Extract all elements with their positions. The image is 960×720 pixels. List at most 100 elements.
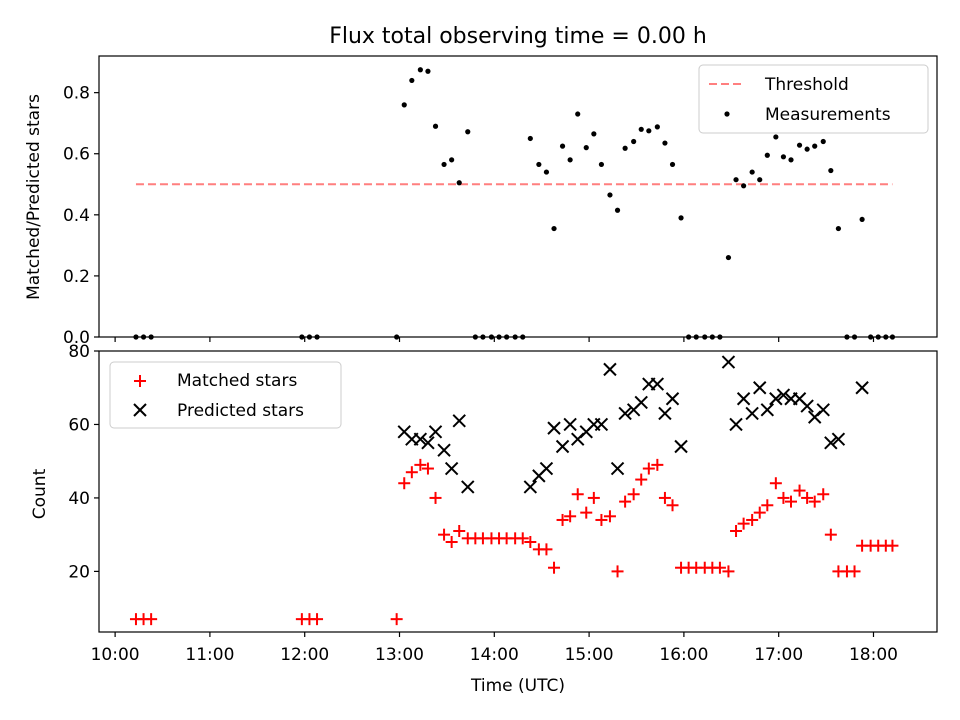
matched-star-point bbox=[793, 484, 806, 497]
matched-star-point bbox=[769, 477, 782, 490]
measurement-point bbox=[638, 126, 644, 132]
matched-star-point bbox=[438, 528, 451, 541]
matched-star-point bbox=[627, 488, 640, 501]
measurement-point bbox=[631, 138, 637, 145]
count-x-tick-label: 16:00 bbox=[659, 645, 708, 665]
measurements-legend-label: Measurements bbox=[765, 105, 891, 125]
matched-star-point bbox=[753, 506, 766, 519]
predicted-star-point bbox=[674, 439, 688, 454]
predicted-star-point bbox=[816, 403, 830, 417]
measurement-point bbox=[764, 152, 770, 158]
matched-star-point bbox=[603, 510, 616, 523]
count-x-tick-label: 10:00 bbox=[91, 645, 140, 665]
matched-star-point bbox=[777, 491, 790, 504]
matched-star-point bbox=[737, 517, 750, 530]
predicted-star-point bbox=[658, 406, 672, 421]
matched-star-point bbox=[635, 473, 648, 486]
figure-title: Flux total observing time = 0.00 h bbox=[329, 24, 707, 49]
measurement-point bbox=[788, 157, 794, 163]
matched-star-point bbox=[808, 495, 821, 508]
matched-star-point bbox=[713, 561, 726, 574]
ratio-y-tick-label: 0.6 bbox=[63, 145, 90, 165]
predicted-star-point bbox=[729, 417, 743, 432]
ratio-panel: 0.00.20.40.60.8 Matched/Predicted stars … bbox=[24, 55, 938, 348]
count-y-tick-label: 20 bbox=[68, 562, 90, 582]
measurement-point bbox=[835, 225, 842, 232]
predicted-star-point bbox=[461, 480, 475, 494]
measurement-point bbox=[456, 180, 462, 186]
measurement-point bbox=[804, 146, 810, 152]
measurement-point bbox=[575, 111, 581, 117]
matched-star-point bbox=[311, 613, 324, 626]
count-legend-box bbox=[109, 361, 342, 429]
ratio-legend: Threshold Measurements bbox=[698, 64, 929, 134]
measurement-point bbox=[559, 143, 566, 149]
measurement-point bbox=[796, 142, 803, 148]
predicted-star-point bbox=[776, 388, 791, 402]
matched-star-point bbox=[642, 462, 655, 475]
measurement-point bbox=[551, 225, 557, 232]
measurement-point bbox=[741, 183, 747, 189]
measurement-point bbox=[401, 102, 407, 108]
measurement-point bbox=[441, 161, 447, 168]
count-legend: Matched stars Predicted stars bbox=[109, 361, 342, 429]
predicted-star-point bbox=[610, 461, 625, 476]
count-x-tick-label: 17:00 bbox=[754, 645, 803, 665]
predicted-star-point bbox=[563, 417, 577, 432]
ratio-y-tick-label: 0.8 bbox=[63, 84, 90, 104]
predicted-star-point bbox=[555, 439, 570, 454]
matched-star-point bbox=[730, 524, 743, 537]
measurement-point bbox=[773, 134, 779, 140]
matched-star-point bbox=[619, 495, 632, 508]
measurement-point bbox=[591, 131, 597, 137]
predicted-legend-label: Predicted stars bbox=[177, 401, 304, 421]
predicted-star-point bbox=[437, 443, 451, 457]
matched-star-point bbox=[817, 488, 830, 501]
predicted-star-point bbox=[736, 392, 751, 406]
count-y-tick-label: 40 bbox=[68, 489, 90, 509]
count-x-tick-label: 12:00 bbox=[280, 645, 329, 665]
measurement-point bbox=[646, 128, 652, 134]
predicted-star-point bbox=[421, 436, 435, 450]
measurement-point bbox=[449, 157, 455, 163]
threshold-legend-label: Threshold bbox=[764, 75, 849, 95]
ratio-legend-box bbox=[698, 64, 929, 134]
predicted-star-point bbox=[650, 377, 665, 391]
matched-star-point bbox=[886, 539, 899, 552]
matched-star-point bbox=[453, 524, 466, 537]
count-x-tick-label: 14:00 bbox=[470, 645, 519, 665]
count-x-tick-label: 11:00 bbox=[185, 645, 234, 665]
matched-star-point bbox=[421, 462, 434, 475]
matched-star-point bbox=[658, 491, 671, 504]
matched-stars-layer bbox=[129, 458, 899, 626]
matched-star-point bbox=[571, 488, 584, 501]
measurement-point bbox=[465, 129, 471, 135]
measurement-point bbox=[733, 177, 739, 183]
predicted-star-point bbox=[745, 406, 759, 421]
ratio-x-ticks bbox=[114, 337, 875, 342]
matched-star-point bbox=[761, 499, 774, 512]
ratio-y-axis-label: Matched/Predicted stars bbox=[24, 94, 44, 300]
measurement-point bbox=[828, 167, 834, 174]
measurement-point bbox=[749, 169, 755, 175]
matched-star-point bbox=[722, 565, 735, 578]
predicted-star-point bbox=[721, 355, 736, 369]
predicted-star-point bbox=[824, 436, 838, 450]
measurement-point bbox=[409, 77, 415, 84]
predicted-star-point bbox=[594, 417, 609, 432]
measurement-point bbox=[654, 124, 660, 130]
predicted-star-point bbox=[413, 432, 428, 446]
ratio-y-tick-label: 0.4 bbox=[63, 206, 90, 226]
predicted-star-point bbox=[831, 432, 846, 446]
matched-star-point bbox=[595, 513, 608, 526]
measurement-point bbox=[583, 145, 589, 151]
matched-star-point bbox=[145, 613, 158, 626]
count-x-tick-label: 13:00 bbox=[375, 645, 424, 665]
measurement-point bbox=[425, 68, 431, 74]
matched-star-point bbox=[540, 543, 553, 556]
measurement-point bbox=[662, 140, 668, 146]
matched-star-point bbox=[414, 458, 427, 471]
matched-star-point bbox=[801, 491, 814, 504]
matched-star-point bbox=[746, 513, 759, 526]
